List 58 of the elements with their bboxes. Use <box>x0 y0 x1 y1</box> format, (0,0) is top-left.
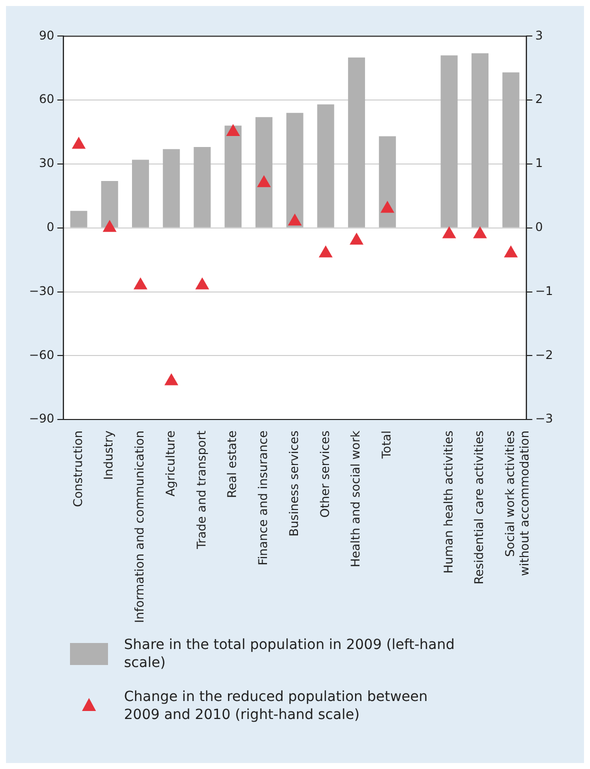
point <box>102 220 117 232</box>
point <box>134 277 148 290</box>
y2-tick-label: −1 <box>535 284 554 298</box>
x-tick-label: Human health activities <box>441 430 456 574</box>
bar <box>378 136 396 228</box>
x-tick-label: Health and social work <box>348 430 363 568</box>
x-tick-label: Business services <box>286 430 301 536</box>
bar <box>348 57 366 228</box>
x-tick-label: Residential care activities <box>472 430 486 584</box>
x-tick-label: Trade and transport <box>194 430 208 550</box>
y2-tick-label: −2 <box>535 348 554 362</box>
bar <box>132 160 149 228</box>
y2-tick-label: −3 <box>535 412 554 426</box>
bar <box>317 104 334 228</box>
y-tick-label: −60 <box>28 348 54 362</box>
bar <box>70 210 88 228</box>
legend-label: Change in the reduced population between 2009 and 2010 (right-hand scale) <box>124 688 429 724</box>
point <box>164 373 178 386</box>
point <box>226 124 240 136</box>
y-tick-label: 90 <box>39 28 54 42</box>
point <box>350 232 364 245</box>
point <box>442 226 456 238</box>
x-tick-label: Finance and insurance <box>256 430 270 566</box>
y-tick-label: −30 <box>28 284 54 298</box>
x-tick-label: Other services <box>318 430 332 518</box>
bar <box>255 117 272 228</box>
y-tick-label: 60 <box>39 92 54 106</box>
bar <box>101 181 118 228</box>
x-tick-label: Information and communication <box>132 430 147 623</box>
y2-tick-label: 2 <box>535 92 543 106</box>
bar <box>224 126 242 228</box>
point <box>72 136 86 149</box>
x-tick-label: Social work activities without accommodation <box>503 430 532 576</box>
bar <box>502 72 520 228</box>
y2-tick-label: 1 <box>535 156 543 170</box>
bar <box>440 55 458 228</box>
y-tick-label: 0 <box>46 220 54 234</box>
bar <box>194 146 211 228</box>
point <box>473 226 487 238</box>
x-tick-label: Total <box>380 430 394 460</box>
point <box>318 245 333 258</box>
y-tick-label: 30 <box>39 156 54 170</box>
bar <box>286 112 304 228</box>
x-tick-label: Industry <box>102 430 116 480</box>
y2-tick-label: 0 <box>535 220 543 234</box>
point <box>380 200 394 213</box>
bar <box>162 149 180 228</box>
point <box>195 277 210 290</box>
x-tick-label: Construction <box>70 430 85 507</box>
y-tick-label: −90 <box>28 412 54 426</box>
point <box>288 213 302 226</box>
point <box>504 245 518 258</box>
x-tick-label: Real estate <box>225 430 240 498</box>
x-tick-label: Agriculture <box>163 430 178 497</box>
legend-label: Share in the total population in 2009 (left-hand scale) <box>124 636 456 672</box>
bar <box>472 53 488 228</box>
point <box>257 175 271 188</box>
y2-tick-label: 3 <box>535 28 543 42</box>
